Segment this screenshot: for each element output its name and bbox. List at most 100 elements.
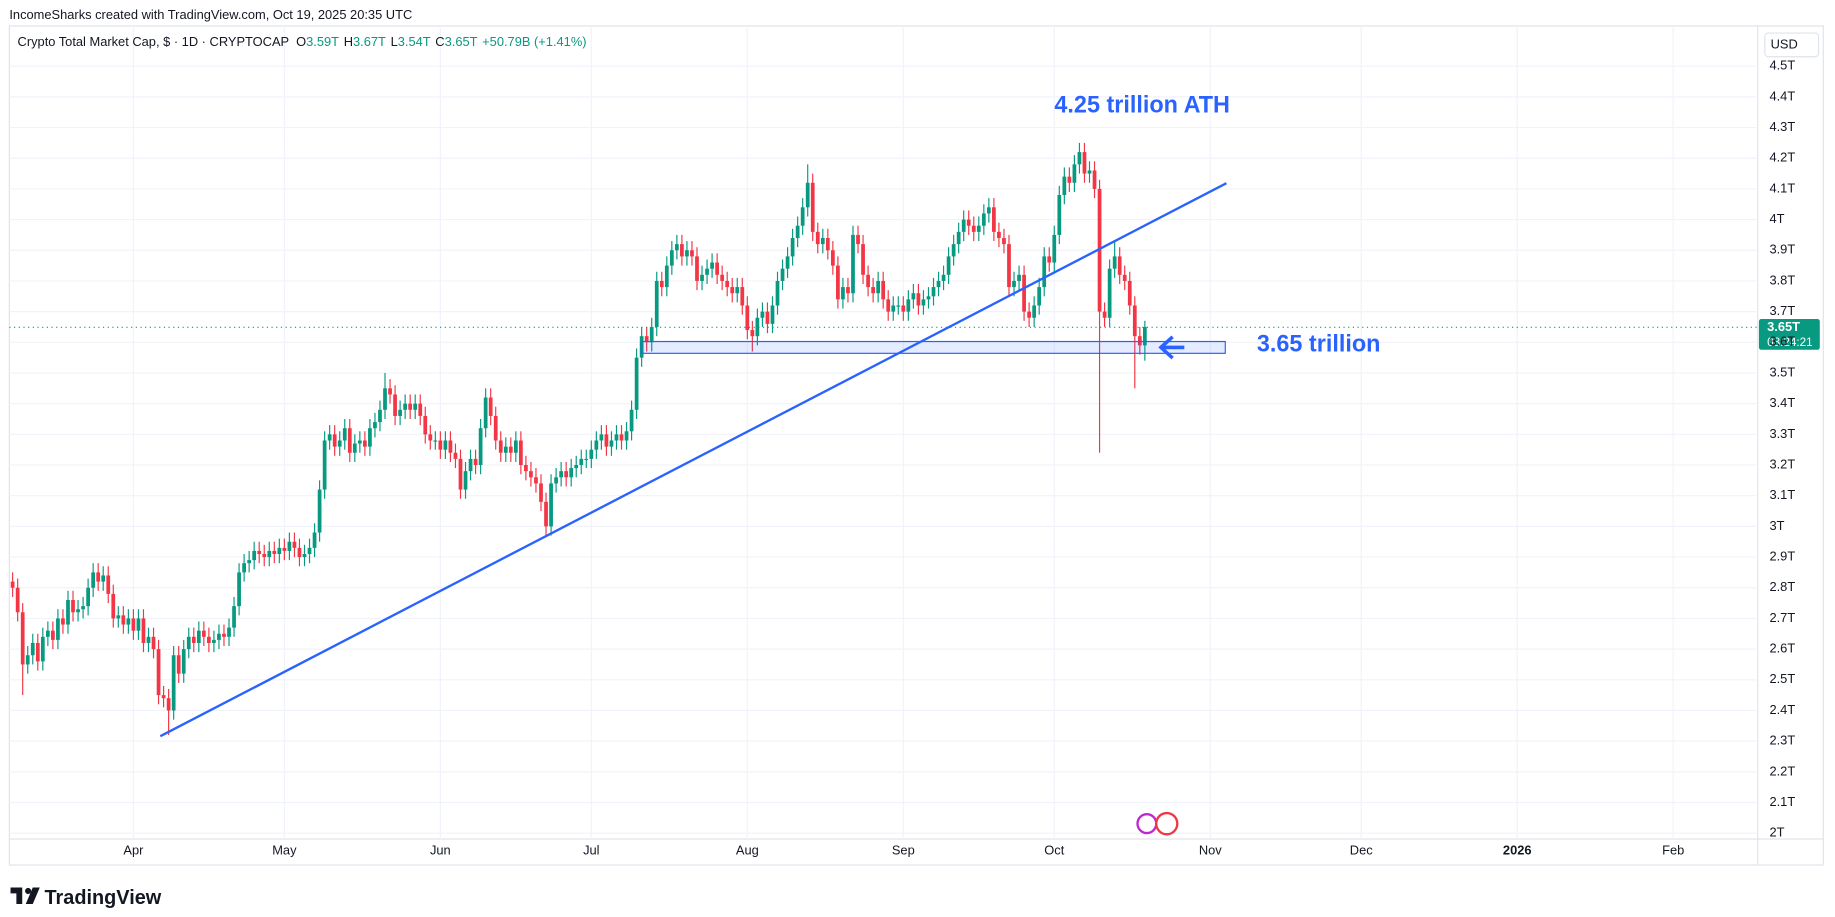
- candle-body: [71, 600, 75, 613]
- candle-body: [589, 449, 594, 459]
- logo-mark: [10, 887, 40, 905]
- candle-body: [302, 553, 307, 558]
- candle-body: [609, 440, 614, 447]
- candle-body: [800, 207, 805, 226]
- currency-button[interactable]: [1764, 32, 1820, 58]
- candle-body: [599, 434, 604, 441]
- candle-body: [131, 618, 136, 631]
- x-tick-label: Nov: [1199, 842, 1222, 857]
- ohlc-label: H: [344, 34, 353, 49]
- candle-body: [86, 587, 90, 607]
- candle-body: [257, 550, 262, 554]
- candle-body: [1032, 305, 1037, 318]
- candle-body: [810, 182, 815, 232]
- candle-body: [146, 636, 151, 643]
- candle-body: [327, 434, 332, 441]
- candle-body: [705, 268, 709, 275]
- candle-body: [81, 606, 85, 610]
- candle-body: [61, 618, 65, 625]
- candle-body: [654, 280, 659, 327]
- candle-body: [56, 618, 60, 640]
- candle-body: [277, 547, 282, 554]
- candle-body: [1142, 326, 1147, 346]
- candle-body: [267, 550, 272, 558]
- candle-body: [886, 299, 891, 312]
- candle-body: [1007, 244, 1011, 288]
- candle-body: [634, 357, 639, 410]
- candle-body: [544, 501, 548, 527]
- candle-body: [765, 311, 770, 324]
- currency[interactable]: USD: [1771, 36, 1798, 51]
- ohlc-label: L: [391, 34, 398, 49]
- candle-body: [695, 256, 699, 281]
- chart-frame: [8, 25, 1824, 866]
- ohlc-value: 3.59T: [306, 34, 339, 49]
- candle-body: [997, 231, 1001, 238]
- candle-body: [649, 326, 654, 343]
- candle-body: [1092, 170, 1097, 189]
- candle-body: [1017, 274, 1021, 281]
- candle-body: [916, 293, 921, 306]
- candle-body: [946, 256, 951, 275]
- y-tick-label: 3.2T: [1769, 456, 1795, 471]
- event-icon[interactable]: [1155, 811, 1179, 836]
- candle-body: [282, 547, 287, 551]
- candle-body: [111, 593, 116, 619]
- candle-body: [1002, 237, 1006, 245]
- brand: TradingView: [44, 887, 161, 909]
- candle-body: [176, 655, 181, 674]
- candle-body: [992, 207, 996, 232]
- last-price-box: [1758, 319, 1820, 350]
- candle-body: [363, 440, 367, 447]
- candle-body: [1012, 280, 1016, 288]
- candle-body: [1057, 195, 1062, 235]
- annotation: 4.25 trillion ATH: [1054, 92, 1230, 118]
- x-tick-label: Feb: [1662, 842, 1684, 857]
- event-icon[interactable]: [1136, 813, 1158, 835]
- candle-body: [297, 547, 302, 558]
- candle-body: [227, 627, 231, 637]
- candle-body: [715, 262, 719, 275]
- x-tick-label: Aug: [736, 842, 759, 857]
- candle-body: [388, 388, 392, 395]
- candle-body: [795, 225, 800, 238]
- y-tick-label: 3.8T: [1769, 272, 1795, 287]
- candle-body: [644, 336, 649, 343]
- candle-body: [106, 575, 111, 594]
- candle-body: [664, 265, 669, 288]
- x-tick-label: Apr: [123, 842, 144, 857]
- ohlc-label: O: [296, 34, 306, 49]
- candle-body: [66, 600, 70, 625]
- candle-body: [428, 434, 433, 441]
- event-icons[interactable]: [1136, 811, 1179, 836]
- candle-body: [45, 630, 50, 637]
- x-tick-label: Jun: [430, 842, 451, 857]
- y-tick-label: 4.5T: [1769, 58, 1795, 73]
- candle-body: [614, 434, 619, 441]
- candle-body: [312, 532, 317, 548]
- y-tick-label: 2.9T: [1769, 548, 1795, 563]
- candle-body: [805, 182, 810, 208]
- candle-body: [378, 409, 382, 423]
- candle-body: [976, 225, 981, 232]
- candle-body: [398, 409, 402, 416]
- candle-body: [629, 409, 634, 432]
- candle-body: [866, 274, 870, 288]
- candle-body: [1117, 256, 1122, 275]
- candle-body: [926, 296, 931, 300]
- y-tick-label: 2.1T: [1769, 794, 1795, 809]
- candle-body: [453, 452, 458, 459]
- candle-body: [760, 311, 765, 318]
- candle-body: [966, 219, 971, 226]
- candle-body: [373, 422, 377, 429]
- candle-body: [196, 630, 201, 643]
- candle-body: [307, 547, 312, 554]
- candle-body: [287, 541, 292, 551]
- candle-body: [121, 615, 126, 625]
- candle-body: [861, 244, 865, 275]
- candle-body: [725, 280, 730, 288]
- candle-body: [418, 403, 423, 416]
- candle-body: [171, 655, 176, 711]
- candle-body: [513, 440, 518, 453]
- candle-body: [1112, 256, 1117, 269]
